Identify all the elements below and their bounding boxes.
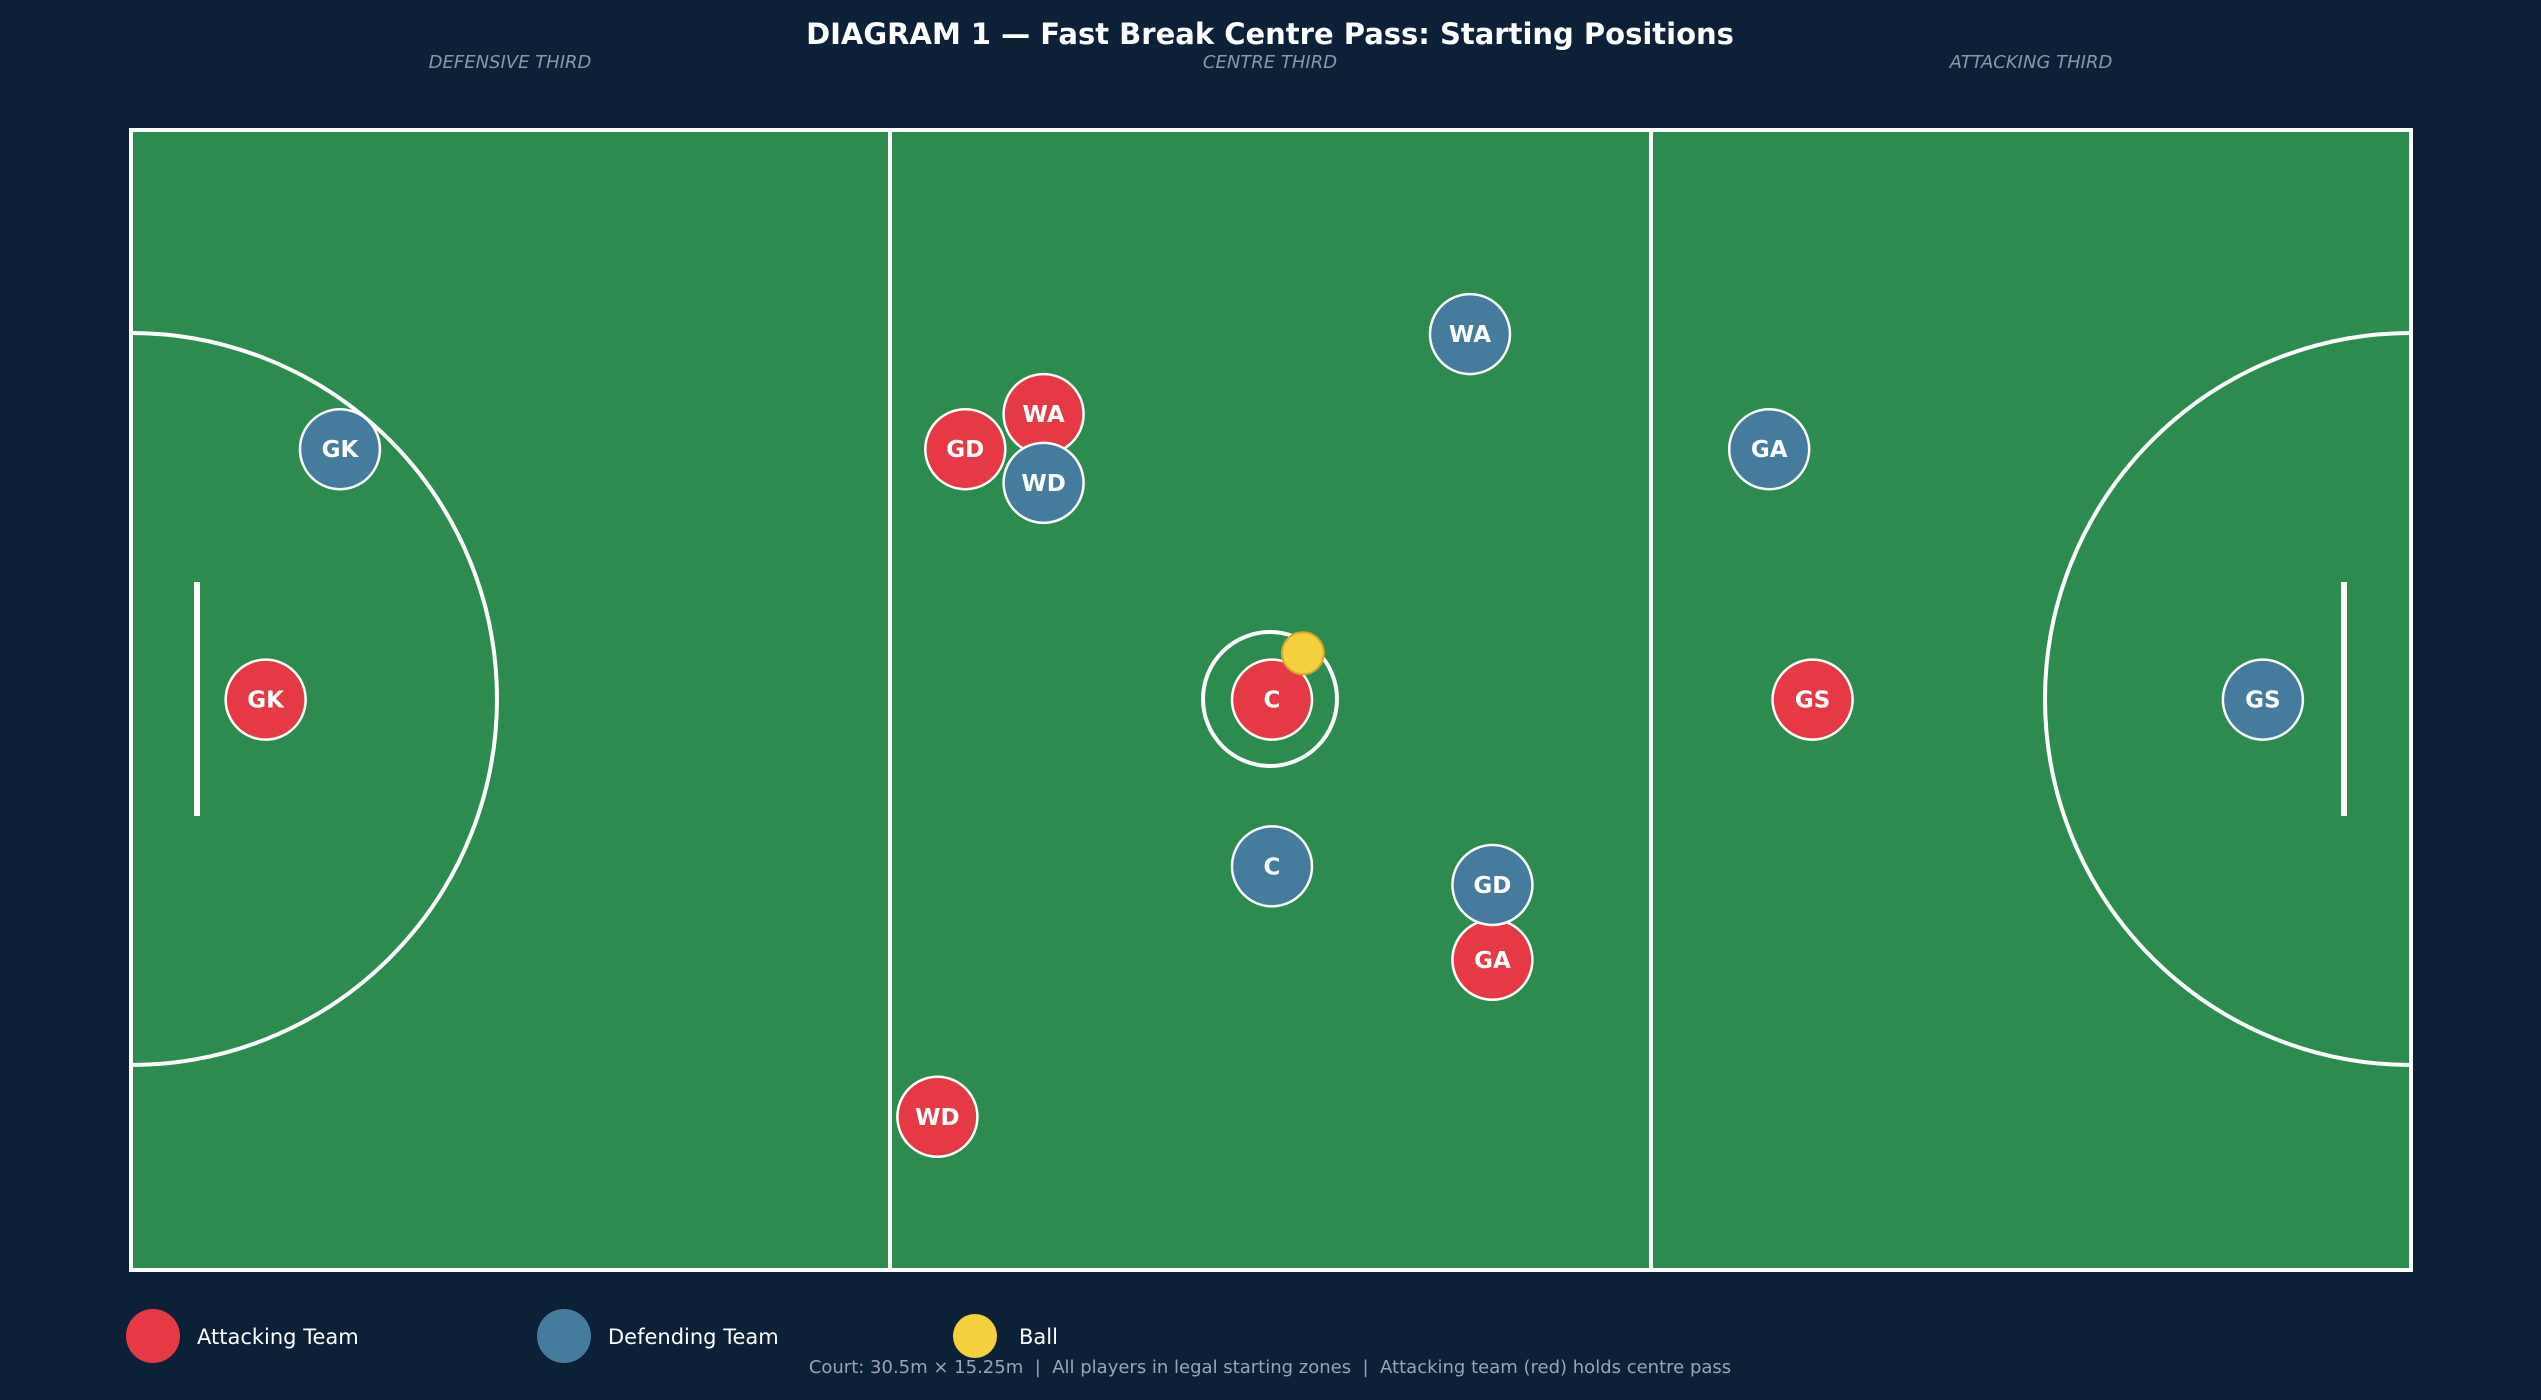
court-boundary <box>129 128 2413 1272</box>
zone-label-attacking: ATTACKING THIRD <box>1949 52 2113 73</box>
player-attacking-wd: WD <box>896 1075 979 1159</box>
legend: Attacking Team Defending Team Ball <box>126 1309 1058 1363</box>
legend-defending-swatch <box>537 1309 591 1363</box>
player-defending-wd: WD <box>1002 441 1085 525</box>
legend-attacking-label: Attacking Team <box>197 1325 359 1349</box>
legend-ball-swatch <box>953 1314 997 1358</box>
player-position-label: WA <box>1023 402 1065 428</box>
ball <box>1280 631 1325 676</box>
player-attacking-ga: GA <box>1451 918 1534 1002</box>
player-position-label: GA <box>1474 948 1511 974</box>
footer-note: Court: 30.5m × 15.25m | All players in l… <box>809 1357 1731 1378</box>
player-position-label: GD <box>1473 873 1511 899</box>
legend-defending-label: Defending Team <box>608 1325 779 1349</box>
player-marker <box>924 407 1007 491</box>
player-attacking-gd: GD <box>924 407 1007 491</box>
player-marker <box>1727 407 1811 491</box>
player-position-label: GD <box>946 437 984 463</box>
centre-circle <box>1201 630 1339 768</box>
player-attacking-wa: WA <box>1002 372 1085 456</box>
zone-label-defensive: DEFENSIVE THIRD <box>429 52 592 73</box>
player-position-label: WD <box>915 1105 959 1131</box>
players-layer: GK GD WA C GA WD GS GK WD WA C GD GA GS <box>224 292 2305 1159</box>
player-position-label: GK <box>322 437 360 463</box>
diagram-title: DIAGRAM 1 — Fast Break Centre Pass: Star… <box>806 17 1734 51</box>
player-defending-c: C <box>1230 825 1314 908</box>
player-marker <box>1230 825 1314 908</box>
player-marker <box>1451 843 1534 927</box>
player-position-label: C <box>1264 854 1281 880</box>
player-marker <box>298 407 382 491</box>
player-defending-gk: GK <box>298 407 382 491</box>
legend-ball-label: Ball <box>1019 1325 1058 1349</box>
player-marker <box>224 658 307 741</box>
player-attacking-gk: GK <box>224 658 307 741</box>
player-defending-gd: GD <box>1451 843 1534 927</box>
player-defending-wa: WA <box>1428 292 1512 376</box>
player-marker <box>896 1075 979 1159</box>
player-position-label: GK <box>247 688 285 714</box>
player-defending-ga: GA <box>1727 407 1811 491</box>
player-marker <box>1002 441 1085 525</box>
left-goal-circle <box>130 331 499 1067</box>
player-position-label: C <box>1264 688 1281 714</box>
player-defending-gs: GS <box>2221 658 2305 741</box>
player-marker <box>1771 658 1854 741</box>
legend-attacking-swatch <box>126 1309 180 1363</box>
player-attacking-c: C <box>1230 658 1314 741</box>
zone-label-centre: CENTRE THIRD <box>1203 52 1337 73</box>
player-marker <box>1230 658 1314 741</box>
player-position-label: GS <box>1795 688 1830 714</box>
ball-layer <box>1280 631 1325 676</box>
player-position-label: WD <box>1021 471 1065 497</box>
player-attacking-gs: GS <box>1771 658 1854 741</box>
player-position-label: WA <box>1449 322 1491 348</box>
player-position-label: GS <box>2245 688 2280 714</box>
player-marker <box>1428 292 1512 376</box>
player-marker <box>2221 658 2305 741</box>
player-position-label: GA <box>1751 437 1788 463</box>
right-goal-circle <box>2043 331 2412 1067</box>
